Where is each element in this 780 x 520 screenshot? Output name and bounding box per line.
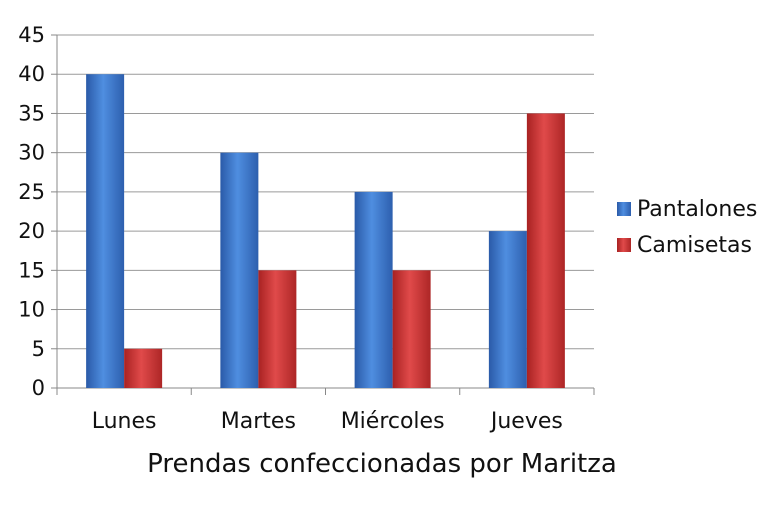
bars	[86, 74, 565, 388]
y-tick-label: 5	[32, 337, 45, 361]
y-tick-label: 15	[18, 258, 45, 282]
bar-camisetas-2	[392, 270, 431, 388]
legend: Pantalones Camisetas	[617, 197, 757, 258]
y-tick-label: 40	[18, 62, 45, 86]
legend-label-camisetas: Camisetas	[637, 233, 752, 258]
x-tick-label: Jueves	[489, 409, 563, 434]
y-tick-label: 20	[18, 219, 45, 243]
bar-camisetas-1	[258, 270, 297, 388]
y-tick-label: 25	[18, 180, 45, 204]
y-tick-label: 0	[32, 376, 45, 400]
y-tick-label: 45	[18, 23, 45, 47]
bar-camisetas-0	[124, 348, 163, 388]
x-tick-label: Miércoles	[341, 409, 445, 434]
x-tick-label: Martes	[221, 409, 296, 434]
gridlines	[57, 34, 594, 350]
bar-camisetas-3	[526, 113, 565, 388]
x-axis-title: Prendas confeccionadas por Maritza	[147, 449, 617, 479]
legend-swatch-pantalones	[617, 202, 631, 216]
bar-pantalones-1	[220, 152, 259, 388]
bar-pantalones-0	[86, 74, 125, 388]
legend-label-pantalones: Pantalones	[637, 197, 757, 222]
axis-labels: 0 5 10 15 20 25 30 35 40 45 Lunes Martes Miércoles Ju…	[18, 23, 563, 434]
y-tick-label: 10	[18, 298, 45, 322]
y-tick-label: 30	[18, 141, 45, 165]
legend-swatch-camisetas	[617, 238, 631, 252]
bar-pantalones-2	[354, 191, 393, 388]
y-tick-label: 35	[18, 101, 45, 125]
x-tick-label: Lunes	[92, 409, 157, 434]
bar-pantalones-3	[488, 231, 527, 388]
